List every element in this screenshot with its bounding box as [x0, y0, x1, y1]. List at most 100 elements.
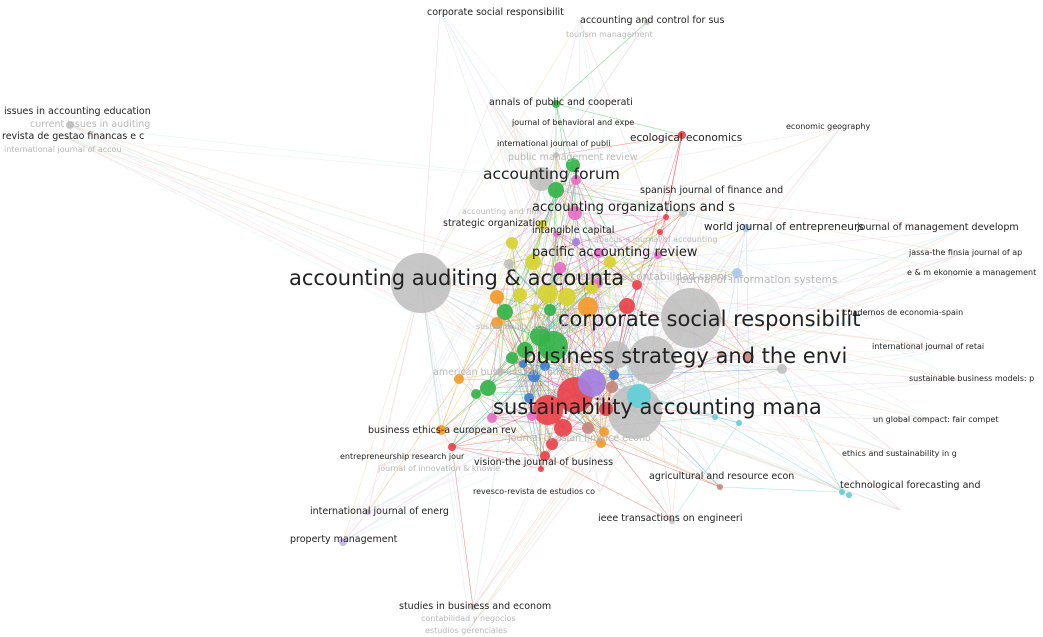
node-label[interactable]: spanish journal of finance and [640, 185, 784, 196]
node-label[interactable]: contabilidad y negocios [421, 614, 516, 623]
node-label[interactable]: tourism management [566, 30, 653, 39]
network-node[interactable] [436, 425, 446, 435]
network-node[interactable] [391, 253, 451, 313]
network-node[interactable] [661, 288, 721, 348]
network-node[interactable] [718, 352, 724, 358]
network-node[interactable] [528, 370, 540, 382]
network-node[interactable] [644, 19, 650, 25]
network-node[interactable] [537, 220, 547, 230]
network-node[interactable] [530, 326, 550, 346]
network-node[interactable] [578, 297, 598, 317]
network-node[interactable] [609, 370, 619, 380]
node-label[interactable]: journal of information systems [677, 274, 838, 286]
node-label[interactable]: journal of innovation & knowle [378, 464, 501, 473]
network-node[interactable] [497, 304, 513, 320]
network-node[interactable] [679, 209, 687, 217]
network-node[interactable] [632, 280, 642, 290]
network-node[interactable] [663, 214, 669, 220]
network-node[interactable] [517, 342, 533, 358]
node-label[interactable]: journal of behavioral and expe [512, 118, 635, 127]
node-label[interactable]: accounting and control for sus [580, 15, 725, 26]
network-node[interactable] [596, 438, 606, 448]
node-label[interactable]: international journal of energ [310, 506, 449, 517]
network-node[interactable] [599, 402, 613, 416]
network-node[interactable] [487, 413, 497, 423]
node-label[interactable]: ieee transactions on engineeri [598, 513, 743, 524]
node-label[interactable]: revista de gestao financas e c [2, 131, 145, 142]
network-node[interactable] [339, 538, 347, 546]
network-node[interactable] [654, 251, 662, 259]
network-node[interactable] [678, 131, 686, 139]
network-node[interactable] [619, 298, 635, 314]
node-label[interactable]: public management review [508, 152, 638, 163]
network-node[interactable] [504, 259, 514, 269]
node-label[interactable]: revesco-revista de estudios co [473, 487, 595, 496]
node-label[interactable]: accounting organizations and s [532, 200, 736, 215]
node-label[interactable]: ecological economics [630, 132, 743, 144]
node-label[interactable]: corporate social responsibilit [427, 7, 564, 18]
network-node[interactable] [578, 369, 606, 397]
network-node[interactable] [657, 229, 663, 235]
node-label[interactable]: journal of management developm [857, 222, 1019, 233]
network-node[interactable] [732, 268, 742, 278]
node-label[interactable]: world journal of entrepreneurs [704, 221, 864, 233]
node-label[interactable]: revista de contabilidad-spanis [575, 271, 733, 283]
network-node[interactable] [538, 283, 558, 303]
network-node[interactable] [470, 604, 476, 610]
node-label[interactable]: accounting auditing & accounta [289, 266, 625, 290]
network-node[interactable] [531, 304, 539, 312]
network-node[interactable] [525, 254, 541, 270]
node-label[interactable]: annals of public and cooperati [489, 97, 633, 108]
network-node[interactable] [628, 336, 676, 384]
network-node[interactable] [568, 206, 582, 220]
network-node[interactable] [491, 317, 503, 329]
network-node[interactable] [506, 237, 518, 249]
node-label[interactable]: american business law journal [433, 367, 577, 378]
node-label[interactable]: jassa-the finsia journal of ap [909, 248, 1023, 257]
network-node[interactable] [448, 443, 456, 451]
network-node[interactable] [572, 238, 580, 246]
network-node[interactable] [736, 420, 742, 426]
network-node[interactable] [490, 290, 504, 304]
network-node[interactable] [571, 175, 581, 185]
network-node[interactable] [606, 381, 618, 393]
node-label[interactable]: sustainability accounting mana [493, 395, 822, 419]
node-label[interactable]: accounting and fina [462, 207, 542, 216]
network-node[interactable] [544, 304, 556, 316]
node-label[interactable]: international journal of publi [497, 139, 611, 148]
network-node[interactable] [558, 288, 576, 306]
node-label[interactable]: international journal of accou [4, 145, 122, 154]
network-node[interactable] [602, 341, 630, 369]
node-label[interactable]: strategic organization [443, 218, 547, 229]
network-node[interactable] [553, 231, 559, 237]
node-label[interactable]: estudios gerenciales [425, 626, 508, 635]
network-node[interactable] [540, 451, 550, 461]
network-node[interactable] [599, 427, 609, 437]
network-node[interactable] [529, 167, 553, 191]
node-label[interactable]: property management [290, 534, 398, 545]
node-label[interactable]: current issues in auditing [30, 119, 151, 130]
network-node[interactable] [669, 518, 675, 524]
network-node[interactable] [519, 360, 527, 368]
network-node[interactable] [582, 422, 594, 434]
network-node[interactable] [454, 374, 464, 384]
network-node[interactable] [586, 282, 598, 294]
network-node[interactable] [513, 288, 527, 302]
node-label[interactable]: issues in accounting education [4, 106, 151, 117]
network-node[interactable] [66, 121, 74, 129]
node-label[interactable]: cuadernos de economia-spain [843, 308, 964, 317]
network-node[interactable] [846, 492, 852, 498]
network-node[interactable] [712, 414, 718, 420]
node-label[interactable]: ethics and sustainability in g [842, 449, 957, 458]
network-node[interactable] [506, 352, 518, 364]
node-label[interactable]: business strategy and the envi [523, 344, 848, 368]
node-label[interactable]: sustainability accounting [476, 322, 577, 331]
node-label[interactable]: studies in business and econom [399, 601, 552, 612]
network-node[interactable] [540, 361, 550, 371]
network-node[interactable] [533, 395, 563, 425]
network-node[interactable] [554, 262, 566, 274]
node-label[interactable]: un global compact: fair compet [873, 415, 999, 424]
network-node[interactable] [839, 489, 845, 495]
node-label[interactable]: technological forecasting and [840, 480, 981, 491]
network-node[interactable] [594, 248, 604, 258]
